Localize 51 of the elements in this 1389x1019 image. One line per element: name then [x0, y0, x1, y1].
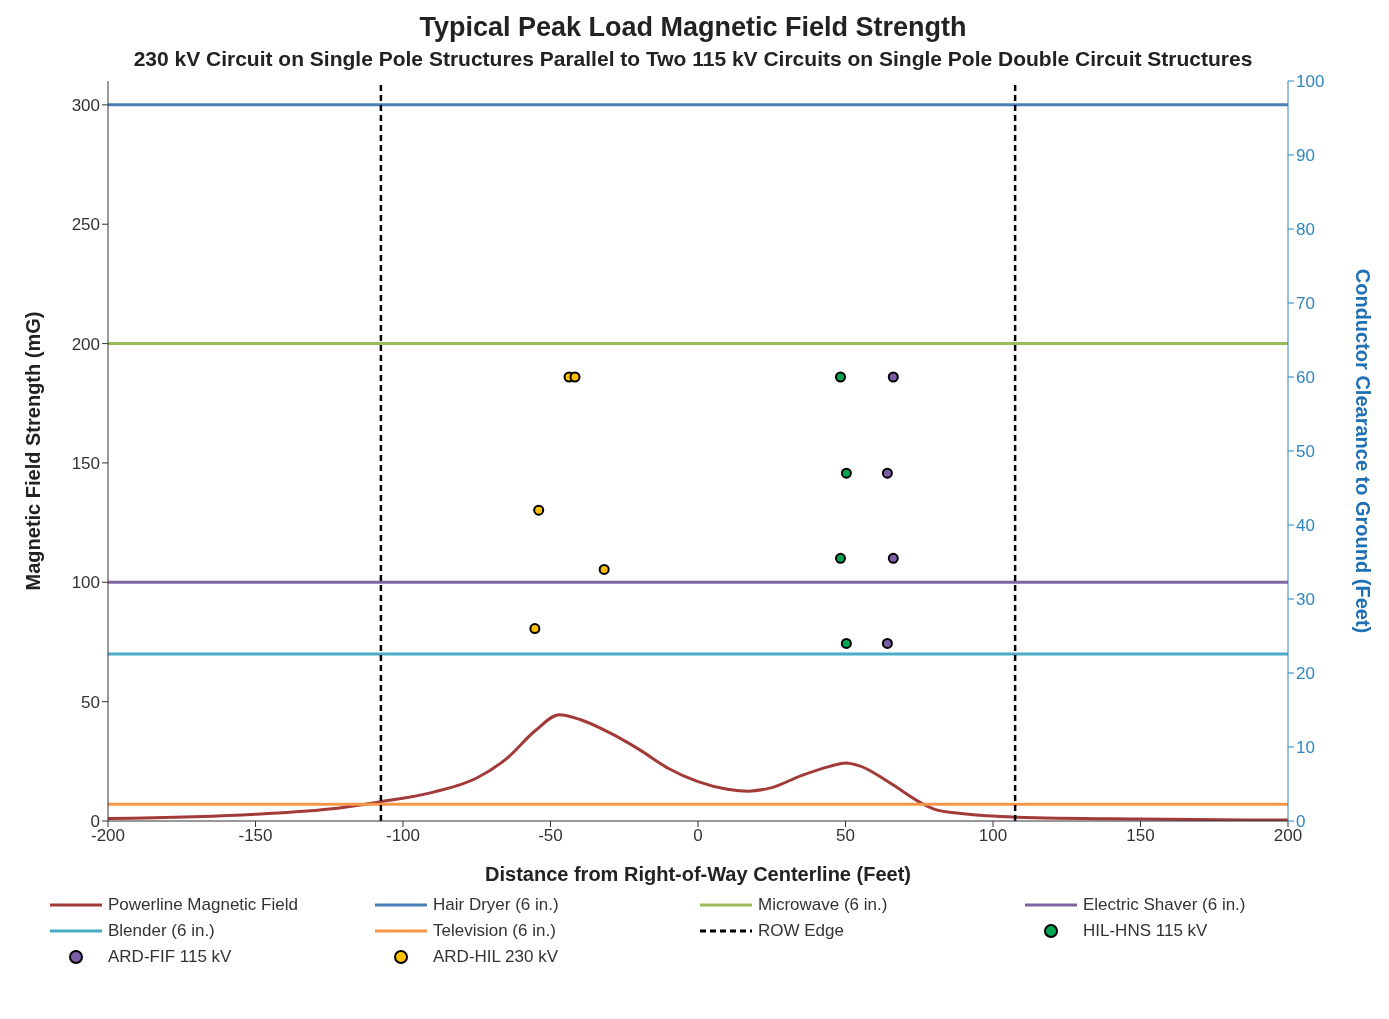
x-tick-label: 50	[836, 826, 855, 846]
point	[887, 371, 899, 383]
point	[529, 623, 541, 635]
legend-label: Television (6 in.)	[433, 921, 556, 941]
x-tick-label: 150	[1126, 826, 1155, 846]
x-tick-label: -200	[90, 826, 126, 846]
point	[887, 552, 899, 564]
point	[533, 504, 545, 516]
y-tick-label: 200	[71, 334, 100, 354]
y2-tick-label: 60	[1296, 368, 1315, 388]
y-axis-title: Magnetic Field Strength (mG)	[22, 311, 45, 591]
x-axis-title: Distance from Right-of-Way Centerline (Feet)	[485, 863, 911, 885]
legend-label: Blender (6 in.)	[108, 921, 215, 941]
y-tick-label: 100	[71, 573, 100, 593]
point	[881, 637, 893, 649]
y2-tick-label: 70	[1296, 294, 1315, 314]
point	[834, 371, 846, 383]
chart-subtitle: 230 kV Circuit on Single Pole Structures Parallel to Two 115 kV Circuits on Single Pole Double Circuit Structures	[132, 47, 1254, 71]
x-tick-label: 100	[978, 826, 1008, 846]
x-tick-label: -150	[238, 826, 273, 846]
legend-label: ROW Edge	[758, 921, 844, 941]
y2-tick-label: 40	[1296, 516, 1315, 536]
y2-tick-label: 10	[1296, 738, 1315, 758]
legend-label: ARD-HIL 230 kV	[433, 947, 559, 967]
legend-label: Microwave (6 in.)	[758, 895, 888, 915]
x-tick-label: -100	[385, 826, 421, 846]
y2-tick-label: 90	[1296, 146, 1315, 166]
legend-label: Powerline Magnetic Field	[108, 895, 298, 915]
y2-tick-label: 80	[1296, 220, 1315, 240]
legend-label: HIL-HNS 115 kV	[1083, 921, 1208, 941]
point	[834, 552, 846, 564]
point	[840, 637, 852, 649]
point	[881, 467, 893, 479]
y2-tick-label: 20	[1296, 664, 1315, 684]
y2-tick-label: 100	[1296, 72, 1325, 92]
x-tick-label: -50	[538, 826, 563, 846]
legend-label: Hair Dryer (6 in.)	[433, 895, 559, 915]
y2-tick-label: 50	[1296, 442, 1315, 462]
y-tick-label: 150	[71, 453, 100, 473]
x-tick-label: 0	[693, 826, 703, 846]
legend-label: Electric Shaver (6 in.)	[1083, 895, 1246, 915]
point	[569, 371, 581, 383]
y2-axis-title: Conductor Clearance to Ground (Feet)	[1351, 268, 1374, 634]
point	[840, 467, 852, 479]
point	[598, 563, 610, 575]
legend-label: ARD-FIF 115 kV	[108, 947, 232, 967]
y-tick-label: 300	[71, 95, 100, 115]
y-tick-label: 250	[71, 215, 100, 235]
y-tick-label: 50	[81, 692, 100, 712]
chart-title: Typical Peak Load Magnetic Field Strength	[418, 12, 968, 43]
y2-tick-label: 30	[1296, 590, 1315, 610]
